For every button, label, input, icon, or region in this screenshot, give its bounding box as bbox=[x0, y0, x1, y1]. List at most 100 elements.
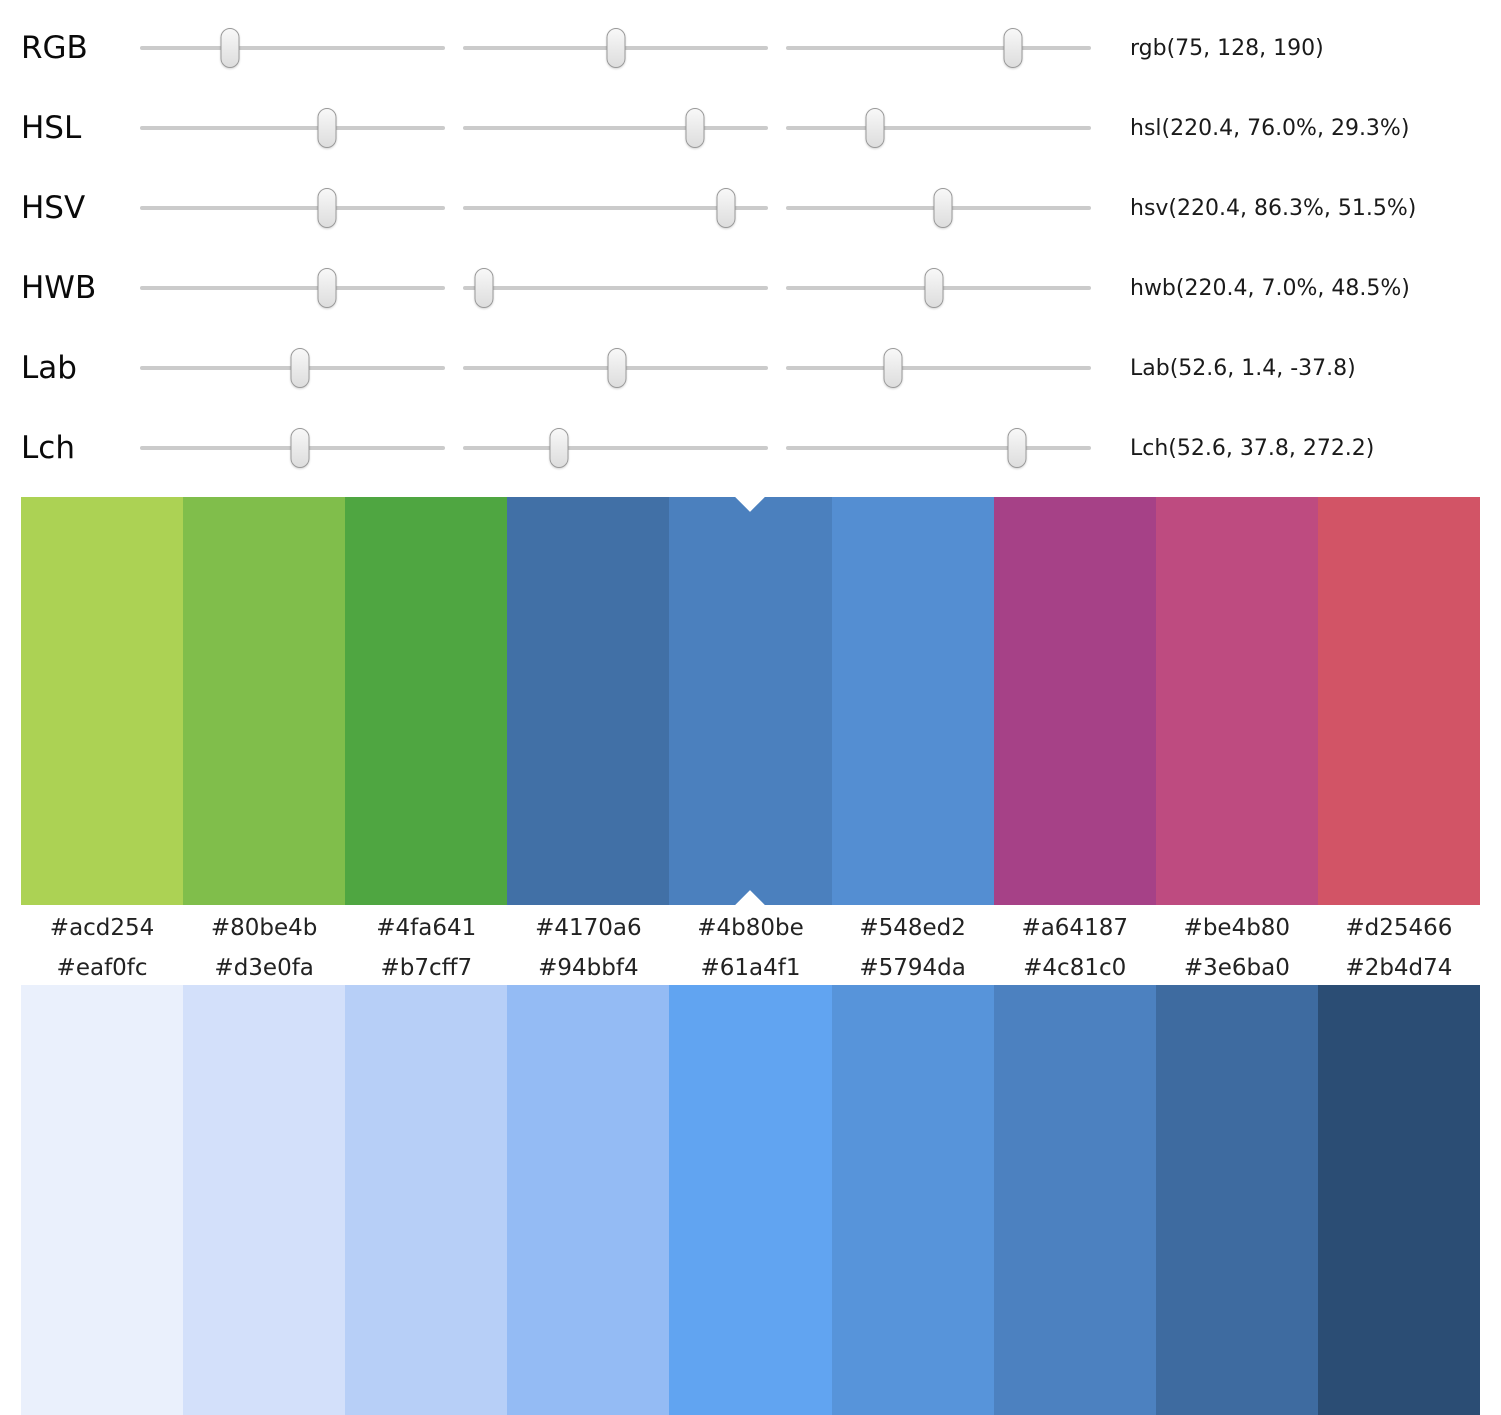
hsv-value-slider[interactable] bbox=[786, 185, 1091, 231]
lightness-hex-label-4: #61a4f1 bbox=[700, 955, 801, 981]
hue-swatch-1[interactable] bbox=[183, 497, 346, 905]
hue-palette-hex-labels: #acd254 #80be4b #4fa641 #4170a6 #4b80be … bbox=[21, 905, 1480, 951]
lightness-swatch-0[interactable] bbox=[21, 985, 184, 1415]
lightness-swatch-2[interactable] bbox=[345, 985, 508, 1415]
slider-handle[interactable] bbox=[924, 268, 944, 308]
lightness-swatch-8[interactable] bbox=[1317, 985, 1480, 1415]
hsv-saturation-slider[interactable] bbox=[463, 185, 768, 231]
rgb-label: RGB bbox=[21, 30, 88, 66]
hsl-hue-slider[interactable] bbox=[140, 105, 445, 151]
hsv-label: HSV bbox=[21, 190, 86, 226]
hsv-value: hsv(220.4, 86.3%, 51.5%) bbox=[1130, 195, 1417, 221]
slider-handle[interactable] bbox=[220, 28, 240, 68]
slider-handle[interactable] bbox=[933, 188, 953, 228]
lab-value: Lab(52.6, 1.4, -37.8) bbox=[1130, 355, 1356, 381]
lightness-hex-label-6: #4c81c0 bbox=[1023, 955, 1127, 981]
slider-track bbox=[786, 446, 1091, 450]
hue-swatch-3[interactable] bbox=[507, 497, 670, 905]
slider-handle[interactable] bbox=[607, 348, 627, 388]
rgb-red-slider[interactable] bbox=[140, 25, 445, 71]
lightness-hex-label-3: #94bbf4 bbox=[538, 955, 639, 981]
rgb-blue-slider[interactable] bbox=[786, 25, 1091, 71]
lightness-swatch-3[interactable] bbox=[507, 985, 670, 1415]
slider-track bbox=[140, 206, 445, 210]
lightness-swatch-7[interactable] bbox=[1155, 985, 1318, 1415]
slider-handle[interactable] bbox=[1007, 428, 1027, 468]
lightness-swatch-5[interactable] bbox=[831, 985, 994, 1415]
hue-swatch-6[interactable] bbox=[993, 497, 1156, 905]
slider-handle[interactable] bbox=[606, 28, 626, 68]
hsl-label: HSL bbox=[21, 110, 82, 146]
lab-row: Lab Lab(52.6, 1.4, -37.8) bbox=[21, 328, 1501, 408]
hwb-row: HWB hwb(220.4, 7.0%, 48.5%) bbox=[21, 248, 1501, 328]
slider-track bbox=[463, 446, 768, 450]
hwb-blackness-slider[interactable] bbox=[786, 265, 1091, 311]
slider-track bbox=[140, 46, 445, 50]
lightness-hex-label-5: #5794da bbox=[859, 955, 966, 981]
lightness-hex-label-2: #b7cff7 bbox=[380, 955, 473, 981]
slider-handle[interactable] bbox=[716, 188, 736, 228]
hwb-hue-slider[interactable] bbox=[140, 265, 445, 311]
lightness-hex-label-0: #eaf0fc bbox=[56, 955, 148, 981]
hue-swatch-7[interactable] bbox=[1155, 497, 1318, 905]
lch-value: Lch(52.6, 37.8, 272.2) bbox=[1130, 435, 1375, 461]
hue-swatch-2[interactable] bbox=[345, 497, 508, 905]
slider-track bbox=[463, 126, 768, 130]
hue-hex-label-5: #548ed2 bbox=[859, 915, 966, 941]
lightness-swatch-4[interactable] bbox=[669, 985, 832, 1415]
lightness-swatch-1[interactable] bbox=[183, 985, 346, 1415]
hue-swatch-5[interactable] bbox=[831, 497, 994, 905]
slider-handle[interactable] bbox=[290, 428, 310, 468]
lightness-swatch-6[interactable] bbox=[993, 985, 1156, 1415]
hue-hex-label-2: #4fa641 bbox=[376, 915, 477, 941]
hsl-saturation-slider[interactable] bbox=[463, 105, 768, 151]
hsv-row: HSV hsv(220.4, 86.3%, 51.5%) bbox=[21, 168, 1501, 248]
hue-hex-label-0: #acd254 bbox=[49, 915, 155, 941]
rgb-green-slider[interactable] bbox=[463, 25, 768, 71]
lab-a-slider[interactable] bbox=[463, 345, 768, 391]
hsl-value: hsl(220.4, 76.0%, 29.3%) bbox=[1130, 115, 1410, 141]
slider-track bbox=[786, 126, 1091, 130]
rgb-value: rgb(75, 128, 190) bbox=[1130, 35, 1324, 61]
hue-hex-label-8: #d25466 bbox=[1345, 915, 1453, 941]
slider-track bbox=[463, 286, 768, 290]
hue-hex-label-3: #4170a6 bbox=[535, 915, 642, 941]
hsv-hue-slider[interactable] bbox=[140, 185, 445, 231]
hsl-lightness-slider[interactable] bbox=[786, 105, 1091, 151]
slider-track bbox=[786, 366, 1091, 370]
lch-chroma-slider[interactable] bbox=[463, 425, 768, 471]
slider-handle[interactable] bbox=[317, 188, 337, 228]
hue-hex-label-6: #a64187 bbox=[1021, 915, 1128, 941]
lab-l-slider[interactable] bbox=[140, 345, 445, 391]
lab-label: Lab bbox=[21, 350, 77, 386]
slider-handle[interactable] bbox=[474, 268, 494, 308]
hsl-row: HSL hsl(220.4, 76.0%, 29.3%) bbox=[21, 88, 1501, 168]
hue-swatch-4-selected[interactable] bbox=[669, 482, 832, 920]
hwb-whiteness-slider[interactable] bbox=[463, 265, 768, 311]
hue-palette bbox=[21, 482, 1480, 920]
hue-swatch-8[interactable] bbox=[1317, 497, 1480, 905]
lightness-palette-hex-labels: #eaf0fc #d3e0fa #b7cff7 #94bbf4 #61a4f1 … bbox=[21, 951, 1480, 985]
slider-handle[interactable] bbox=[685, 108, 705, 148]
slider-track bbox=[463, 206, 768, 210]
slider-handle[interactable] bbox=[883, 348, 903, 388]
lightness-palette bbox=[21, 985, 1480, 1415]
lch-l-slider[interactable] bbox=[140, 425, 445, 471]
hue-hex-label-1: #80be4b bbox=[210, 915, 318, 941]
lab-b-slider[interactable] bbox=[786, 345, 1091, 391]
lch-label: Lch bbox=[21, 430, 75, 466]
slider-handle[interactable] bbox=[1003, 28, 1023, 68]
slider-track bbox=[140, 126, 445, 130]
slider-handle[interactable] bbox=[865, 108, 885, 148]
slider-handle[interactable] bbox=[549, 428, 569, 468]
slider-handle[interactable] bbox=[317, 108, 337, 148]
slider-handle[interactable] bbox=[290, 348, 310, 388]
lch-row: Lch Lch(52.6, 37.8, 272.2) bbox=[21, 408, 1501, 488]
colorspace-slider-panel: RGB rgb(75, 128, 190) HSL hsl(220.4, bbox=[0, 0, 1501, 488]
hue-hex-label-7: #be4b80 bbox=[1183, 915, 1291, 941]
hue-swatch-0[interactable] bbox=[21, 497, 184, 905]
slider-track bbox=[786, 46, 1091, 50]
slider-handle[interactable] bbox=[317, 268, 337, 308]
lch-hue-slider[interactable] bbox=[786, 425, 1091, 471]
